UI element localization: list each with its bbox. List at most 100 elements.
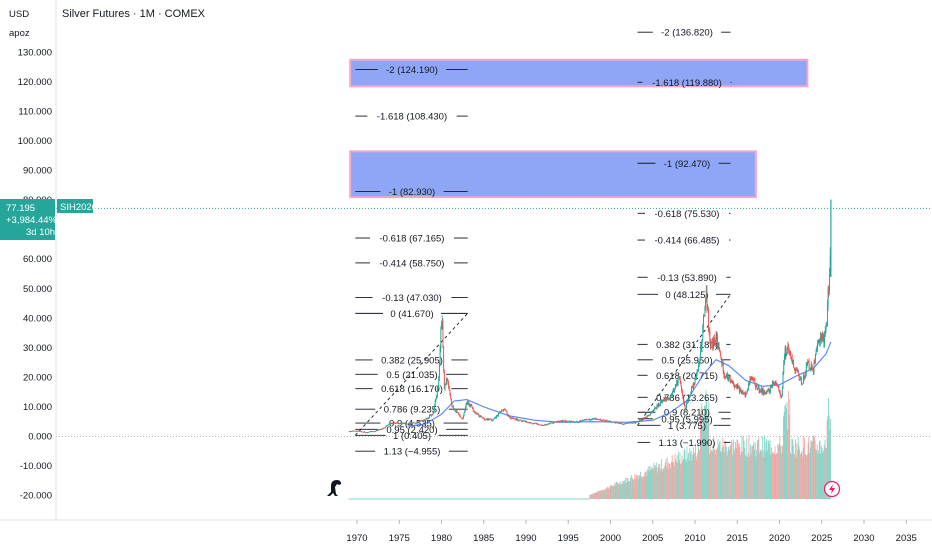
candle-body [400,422,402,425]
candle-body [693,383,695,388]
candle-body [494,416,496,419]
candle-body [385,426,387,428]
candle-body [701,339,703,349]
volume-bar [655,467,657,499]
candle-body [521,421,523,422]
candle-body [745,392,747,397]
candle-body [460,416,462,418]
volume-bar [652,467,653,499]
candle-body [537,424,539,425]
volume-bar [673,462,675,499]
currency-button[interactable]: USD [4,6,46,22]
volume-bar [806,455,808,499]
volume-bar [773,453,775,499]
candle-body [817,343,819,349]
time-tick-label: 2035 [896,533,917,544]
volume-bar [612,485,614,499]
scale-mode-button[interactable]: apoz [4,25,46,41]
candle-body [655,407,657,409]
candle-body [467,402,469,404]
candle-body [681,390,683,395]
candle-body [717,343,719,349]
candle-body [664,397,666,400]
candle-body [660,402,661,405]
candle-body [562,420,564,422]
candle-body [603,419,605,422]
price-series [348,199,832,434]
moving-average-line [407,341,832,427]
candle-body [626,423,628,424]
candle-body [520,420,522,422]
volume-bar [596,492,598,499]
candle-body [434,400,436,406]
volume-bar [735,447,737,499]
candle-body [478,414,480,416]
candle-body [502,410,504,412]
candle-body [706,290,708,311]
candle-body [651,411,653,413]
candle-body [449,390,451,395]
candle-body [425,418,427,420]
volume-bar [654,464,656,499]
volume-bar [645,471,646,499]
candle-body [586,419,588,421]
candle-body [427,418,428,420]
volume-bar [652,469,654,499]
candle-body [698,364,700,372]
candle-body [674,388,676,392]
time-scale-ticks[interactable]: 1970 1975 1980 1985 1990 1995 2000 2005 2010 2015… [346,520,917,544]
candle-body [716,335,718,338]
volume-bar [628,481,630,499]
time-tick-label: 2025 [811,533,832,544]
candle-body [565,420,566,422]
candle-body [748,382,750,385]
volume-bar [721,447,723,499]
volume-bar [704,405,706,499]
candle-body [415,422,417,424]
candle-body [779,391,780,393]
fib-level-label: 0.382 (31.180) [656,340,718,351]
volume-bar [816,444,818,499]
candle-body [519,419,521,421]
fib-level-label: -1.618 (119.880) [652,78,722,89]
volume-bar [625,477,627,499]
candle-body [458,413,460,415]
candle-body [789,351,791,353]
candle-body [710,342,712,347]
candle-body [822,335,824,339]
volume-bar [725,447,727,499]
candle-body [391,422,393,424]
time-tick-label: 2000 [600,533,621,544]
volume-bar [678,451,679,499]
tradingview-logo[interactable] [327,480,341,496]
volume-bar [683,459,684,499]
candle-body [790,352,792,360]
candle-body [496,416,497,418]
candle-body [615,422,617,424]
candle-body [760,390,761,392]
fib-level-label: 0 (48.125) [665,290,708,301]
fib-level-label: 0.95 (2.420) [386,425,437,436]
volume-bar [606,486,608,499]
candle-body [598,419,600,421]
volume-bar [659,463,660,499]
volume-bar [786,401,788,499]
candle-body [373,431,375,433]
volume-bar [656,472,658,499]
event-lightning-icon[interactable] [823,480,841,498]
time-tick-label: 2020 [769,533,790,544]
fib-level-label: 0.5 (21.035) [386,370,437,381]
fib-level-label: -2 (124.190) [386,65,438,76]
candle-body [676,380,678,387]
candle-body [482,417,484,419]
candle-body [653,410,654,411]
candle-body [756,383,758,389]
candle-body [487,418,489,420]
volume-bar [603,489,605,499]
price-scale[interactable] [0,0,56,520]
candle-body [409,423,411,425]
volume-bar [755,456,757,499]
candle-body [460,417,462,419]
volume-bar [640,471,641,499]
